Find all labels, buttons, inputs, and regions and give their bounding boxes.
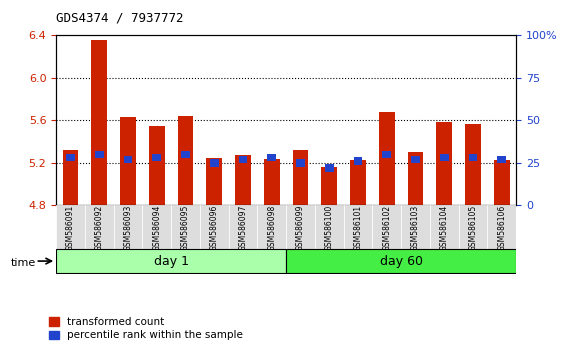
Bar bbox=[206, 158, 222, 205]
Bar bbox=[210, 159, 219, 166]
Text: GDS4374 / 7937772: GDS4374 / 7937772 bbox=[56, 12, 183, 25]
Text: day 60: day 60 bbox=[380, 255, 422, 268]
Bar bbox=[293, 150, 309, 205]
FancyBboxPatch shape bbox=[142, 205, 171, 250]
Bar bbox=[153, 154, 161, 161]
Bar bbox=[63, 150, 79, 205]
FancyBboxPatch shape bbox=[286, 249, 516, 273]
Bar bbox=[383, 150, 391, 158]
Bar bbox=[353, 158, 362, 165]
FancyBboxPatch shape bbox=[458, 205, 488, 250]
Bar bbox=[264, 159, 279, 205]
FancyBboxPatch shape bbox=[113, 205, 142, 250]
FancyBboxPatch shape bbox=[200, 205, 229, 250]
Text: GSM586094: GSM586094 bbox=[152, 204, 161, 251]
Bar bbox=[494, 160, 509, 205]
Bar bbox=[296, 159, 305, 166]
Bar bbox=[235, 155, 251, 205]
Text: GSM586099: GSM586099 bbox=[296, 204, 305, 251]
Bar bbox=[321, 167, 337, 205]
Text: GSM586093: GSM586093 bbox=[123, 204, 132, 251]
FancyBboxPatch shape bbox=[488, 205, 516, 250]
Bar bbox=[498, 156, 506, 163]
Bar bbox=[149, 126, 164, 205]
Legend: transformed count, percentile rank within the sample: transformed count, percentile rank withi… bbox=[44, 313, 247, 345]
Text: GSM586105: GSM586105 bbox=[468, 204, 477, 251]
Text: GSM586098: GSM586098 bbox=[267, 204, 276, 251]
Bar bbox=[465, 124, 481, 205]
Bar bbox=[120, 117, 136, 205]
Bar bbox=[408, 152, 424, 205]
FancyBboxPatch shape bbox=[315, 205, 343, 250]
Bar bbox=[123, 156, 132, 163]
FancyBboxPatch shape bbox=[430, 205, 458, 250]
FancyBboxPatch shape bbox=[286, 205, 315, 250]
Bar bbox=[268, 154, 276, 161]
FancyBboxPatch shape bbox=[401, 205, 430, 250]
Bar bbox=[181, 150, 190, 158]
Text: GSM586096: GSM586096 bbox=[210, 204, 219, 251]
Bar bbox=[411, 156, 420, 163]
Text: GSM586104: GSM586104 bbox=[440, 204, 449, 251]
Text: GSM586100: GSM586100 bbox=[325, 204, 334, 251]
Text: time: time bbox=[11, 258, 36, 268]
Text: day 1: day 1 bbox=[154, 255, 188, 268]
Bar bbox=[95, 150, 104, 158]
Bar bbox=[178, 116, 194, 205]
Bar bbox=[325, 164, 334, 172]
Bar bbox=[66, 154, 75, 161]
Text: GSM586092: GSM586092 bbox=[95, 204, 104, 251]
Bar bbox=[436, 122, 452, 205]
FancyBboxPatch shape bbox=[257, 205, 286, 250]
Text: GSM586103: GSM586103 bbox=[411, 204, 420, 251]
FancyBboxPatch shape bbox=[85, 205, 113, 250]
Text: GSM586091: GSM586091 bbox=[66, 204, 75, 251]
Text: GSM586095: GSM586095 bbox=[181, 204, 190, 251]
Bar bbox=[440, 154, 449, 161]
Bar bbox=[91, 40, 107, 205]
Bar bbox=[238, 156, 247, 163]
FancyBboxPatch shape bbox=[343, 205, 373, 250]
FancyBboxPatch shape bbox=[56, 249, 286, 273]
Text: GSM586097: GSM586097 bbox=[238, 204, 247, 251]
Bar bbox=[468, 154, 477, 161]
Text: GSM586101: GSM586101 bbox=[353, 204, 362, 251]
FancyBboxPatch shape bbox=[373, 205, 401, 250]
Text: GSM586102: GSM586102 bbox=[382, 204, 391, 251]
FancyBboxPatch shape bbox=[56, 205, 85, 250]
Bar bbox=[379, 112, 394, 205]
FancyBboxPatch shape bbox=[229, 205, 257, 250]
Text: GSM586106: GSM586106 bbox=[497, 204, 506, 251]
Bar bbox=[350, 160, 366, 205]
FancyBboxPatch shape bbox=[171, 205, 200, 250]
